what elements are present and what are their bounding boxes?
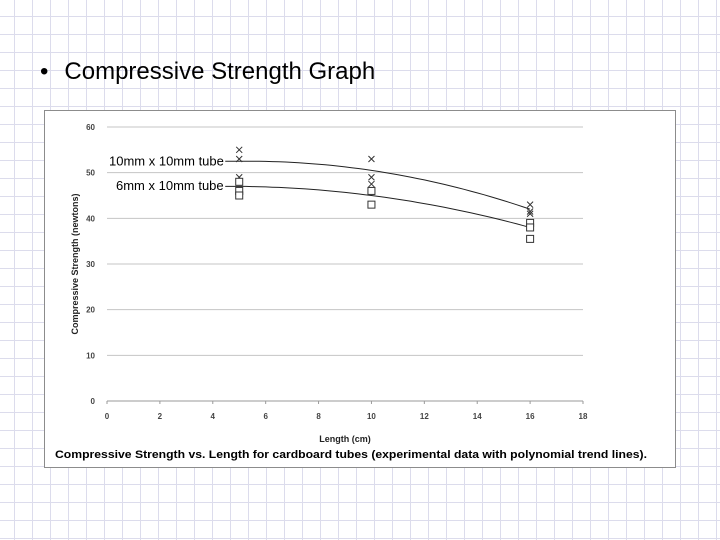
point-x-marker-s0-5 bbox=[368, 180, 375, 188]
slide-title: • Compressive Strength Graph bbox=[40, 58, 375, 86]
x-tick-label-6: 6 bbox=[263, 412, 268, 421]
bullet-glyph: • bbox=[40, 58, 49, 85]
y-tick-label-20: 20 bbox=[86, 306, 95, 315]
chart-caption: Compressive Strength vs. Length for card… bbox=[55, 449, 647, 461]
x-tick-label-18: 18 bbox=[579, 412, 588, 421]
y-tick-label-60: 60 bbox=[86, 123, 95, 132]
point-x-marker-s0-4 bbox=[368, 173, 375, 181]
slide-title-text: Compressive Strength Graph bbox=[64, 58, 376, 85]
axes bbox=[106, 400, 584, 404]
y-tick-label-30: 30 bbox=[86, 260, 95, 269]
x-tick-label-16: 16 bbox=[526, 412, 535, 421]
x-tick-label-8: 8 bbox=[316, 412, 321, 421]
y-tick-label-50: 50 bbox=[86, 169, 95, 178]
x-axis-title: Length (cm) bbox=[319, 434, 371, 444]
point-square-marker-s1-3 bbox=[367, 186, 376, 195]
y-tick-label-10: 10 bbox=[86, 351, 95, 360]
chart-svg: 0 10 20 30 40 50 60 0 2 4 6 8 10 12 14 16 18 Length (cm) C… bbox=[55, 123, 647, 461]
point-x-marker-s0-6 bbox=[526, 201, 534, 208]
y-axis-title: Compressive Strength (newtons) bbox=[70, 193, 80, 334]
point-x-marker-s0-8 bbox=[526, 208, 534, 215]
series-label-0: 10mm x 10mm tube bbox=[109, 154, 224, 169]
point-square-marker-s1-6 bbox=[526, 223, 535, 232]
point-x-marker-s0-7 bbox=[526, 210, 534, 218]
x-tick-label-12: 12 bbox=[420, 412, 429, 421]
x-tick-label-4: 4 bbox=[211, 412, 216, 421]
point-square-marker-s1-2 bbox=[235, 191, 244, 200]
chart-container: 0 10 20 30 40 50 60 0 2 4 6 8 10 12 14 16 18 Length (cm) C… bbox=[44, 110, 676, 468]
point-x-marker-s0-3 bbox=[368, 155, 375, 163]
point-square-marker-s1-7 bbox=[526, 234, 535, 243]
gridlines bbox=[107, 126, 583, 356]
trend-line-series-1 bbox=[225, 185, 531, 228]
x-tick-label-10: 10 bbox=[367, 412, 376, 421]
labels: 0 10 20 30 40 50 60 0 2 4 6 8 10 12 14 16 18 Length (cm) C… bbox=[55, 123, 647, 461]
point-x-marker-s0-0 bbox=[235, 146, 243, 154]
x-tick-label-2: 2 bbox=[158, 412, 163, 421]
x-tick-label-0: 0 bbox=[105, 412, 110, 421]
trend-lines bbox=[225, 160, 531, 228]
trend-line-series-0 bbox=[225, 160, 531, 210]
point-x-marker-s0-1 bbox=[235, 155, 243, 163]
x-tick-label-14: 14 bbox=[473, 412, 482, 421]
y-tick-label-0: 0 bbox=[91, 397, 96, 406]
data-points bbox=[235, 146, 535, 243]
y-tick-label-40: 40 bbox=[86, 214, 95, 223]
point-square-marker-s1-4 bbox=[367, 200, 376, 209]
series-label-1: 6mm x 10mm tube bbox=[116, 178, 224, 193]
point-square-marker-s1-0 bbox=[235, 177, 244, 186]
